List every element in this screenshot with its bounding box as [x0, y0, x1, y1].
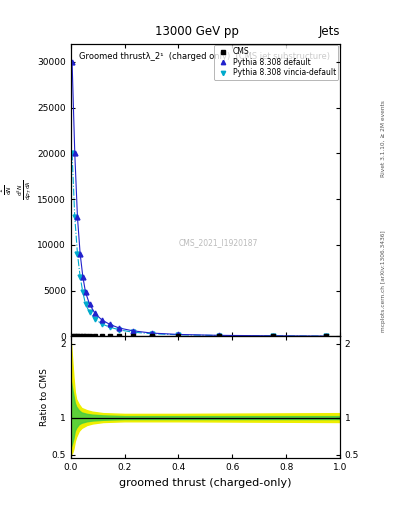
Pythia 8.308 vincia-default: [78, 274, 83, 280]
Pythia 8.308 default: [75, 214, 80, 220]
Pythia 8.308 default: [117, 325, 121, 331]
Pythia 8.308 vincia-default: [93, 316, 97, 322]
Pythia 8.308 default: [107, 322, 112, 328]
Pythia 8.308 vincia-default: [75, 251, 80, 257]
Text: 13000 GeV pp: 13000 GeV pp: [154, 25, 239, 37]
Y-axis label: Ratio to CMS: Ratio to CMS: [40, 368, 49, 426]
Line: CMS: CMS: [70, 334, 329, 338]
CMS: [176, 333, 181, 339]
Pythia 8.308 vincia-default: [99, 321, 104, 327]
CMS: [99, 333, 104, 339]
Pythia 8.308 vincia-default: [83, 301, 88, 307]
Pythia 8.308 default: [81, 274, 85, 280]
Pythia 8.308 default: [217, 332, 221, 338]
Text: Groomed thrustλ_2¹  (charged only)  (CMS jet substructure): Groomed thrustλ_2¹ (charged only) (CMS j…: [79, 52, 330, 61]
Pythia 8.308 vincia-default: [217, 332, 221, 338]
Pythia 8.308 default: [149, 330, 154, 336]
CMS: [81, 333, 85, 339]
CMS: [83, 333, 88, 339]
CMS: [324, 333, 329, 339]
Pythia 8.308 default: [93, 310, 97, 316]
CMS: [270, 333, 275, 339]
Pythia 8.308 vincia-default: [130, 329, 135, 335]
Pythia 8.308 default: [99, 317, 104, 323]
Pythia 8.308 vincia-default: [176, 332, 181, 338]
CMS: [117, 333, 121, 339]
Pythia 8.308 default: [87, 301, 92, 307]
CMS: [130, 333, 135, 339]
Pythia 8.308 default: [270, 333, 275, 339]
Text: Jets: Jets: [318, 25, 340, 37]
Pythia 8.308 default: [78, 251, 83, 257]
Legend: CMS, Pythia 8.308 default, Pythia 8.308 vincia-default: CMS, Pythia 8.308 default, Pythia 8.308 …: [214, 45, 338, 80]
Pythia 8.308 vincia-default: [324, 333, 329, 339]
CMS: [217, 333, 221, 339]
Line: Pythia 8.308 vincia-default: Pythia 8.308 vincia-default: [70, 151, 329, 338]
Pythia 8.308 default: [70, 59, 74, 65]
Line: Pythia 8.308 default: Pythia 8.308 default: [70, 59, 329, 338]
CMS: [93, 333, 97, 339]
Pythia 8.308 default: [324, 333, 329, 339]
Pythia 8.308 vincia-default: [81, 289, 85, 295]
Pythia 8.308 default: [130, 328, 135, 334]
CMS: [149, 333, 154, 339]
CMS: [107, 333, 112, 339]
Pythia 8.308 vincia-default: [107, 324, 112, 330]
Pythia 8.308 vincia-default: [149, 331, 154, 337]
Pythia 8.308 vincia-default: [270, 333, 275, 339]
CMS: [72, 333, 77, 339]
Pythia 8.308 default: [72, 150, 77, 156]
Text: CMS_2021_I1920187: CMS_2021_I1920187: [179, 238, 259, 247]
Pythia 8.308 default: [83, 289, 88, 295]
Pythia 8.308 default: [176, 331, 181, 337]
Pythia 8.308 vincia-default: [72, 214, 77, 220]
Pythia 8.308 vincia-default: [117, 327, 121, 333]
Pythia 8.308 vincia-default: [87, 309, 92, 315]
CMS: [75, 333, 80, 339]
X-axis label: groomed thrust (charged-only): groomed thrust (charged-only): [119, 478, 292, 487]
CMS: [87, 333, 92, 339]
Text: mcplots.cern.ch [arXiv:1306.3436]: mcplots.cern.ch [arXiv:1306.3436]: [381, 231, 386, 332]
Pythia 8.308 vincia-default: [70, 150, 74, 156]
Text: Rivet 3.1.10, ≥ 2M events: Rivet 3.1.10, ≥ 2M events: [381, 100, 386, 177]
CMS: [78, 333, 83, 339]
Y-axis label: $\frac{1}{\mathrm{d}N}$
$\frac{\mathrm{d}^2N}{\mathrm{d}p_T\,\mathrm{d}\lambda}$: $\frac{1}{\mathrm{d}N}$ $\frac{\mathrm{d…: [0, 180, 34, 200]
CMS: [70, 333, 74, 339]
